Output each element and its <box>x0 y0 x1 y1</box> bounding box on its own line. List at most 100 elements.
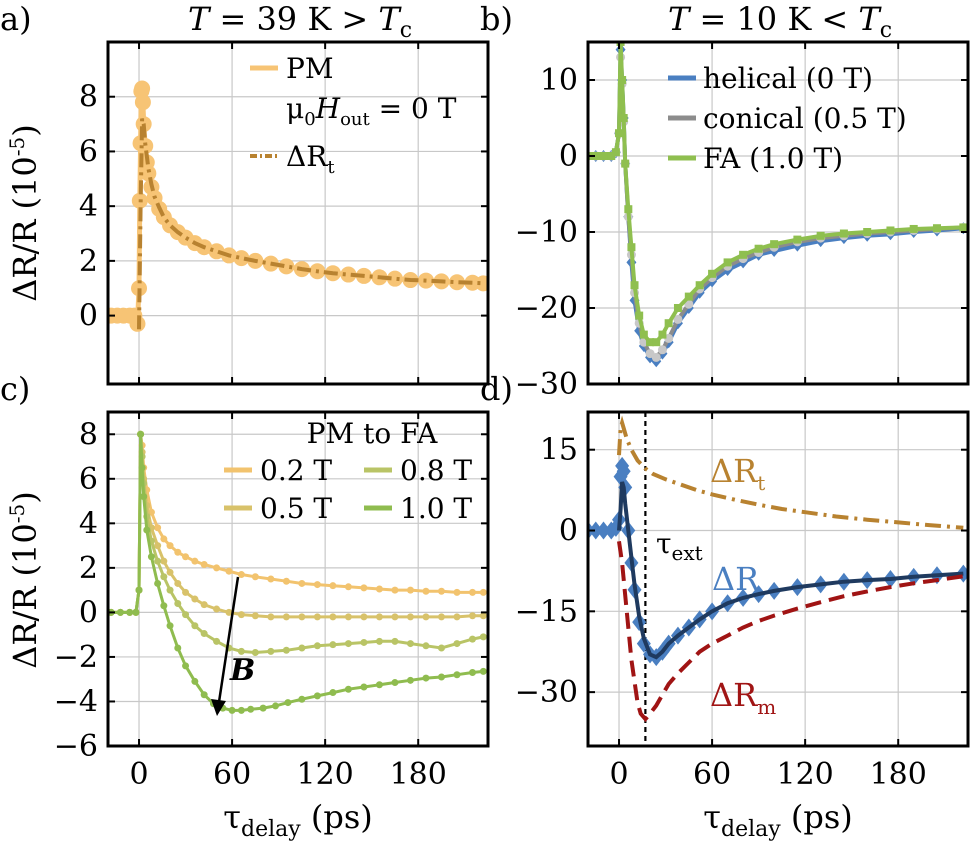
data-point <box>284 699 292 707</box>
x-tick-label: 0 <box>129 757 148 792</box>
legend-field-text-part: 0 <box>304 109 315 130</box>
data-point <box>166 568 174 576</box>
y-tick-label: 8 <box>79 417 98 452</box>
data-point <box>329 613 337 621</box>
label-drt-part: ΔR <box>710 452 758 490</box>
y-tick-label: 0 <box>559 139 578 174</box>
data-point <box>200 630 208 638</box>
data-point <box>272 702 280 710</box>
y-tick-label: 2 <box>79 551 98 586</box>
title-a-part: T <box>188 0 212 38</box>
y-tick-label: 4 <box>79 506 98 541</box>
x-axis-label-part: τ <box>223 798 241 836</box>
data-point <box>437 673 445 681</box>
y-tick-label: −15 <box>515 594 578 629</box>
data-point <box>160 602 168 610</box>
legend-field-text-part: μ <box>286 92 304 125</box>
data-point <box>479 667 487 675</box>
title-b: T = 10 K < Tc <box>668 0 892 43</box>
data-point <box>154 524 162 532</box>
data-point <box>134 80 151 97</box>
y-axis-label: ΔR/R (10-5) <box>5 124 44 301</box>
panel-label: d) <box>480 370 513 408</box>
data-point <box>360 584 368 592</box>
y-tick-label: 0 <box>559 514 578 549</box>
field-arrow-label-part: B <box>229 653 255 688</box>
data-point <box>143 526 151 534</box>
data-point <box>213 605 221 613</box>
data-point <box>154 542 162 550</box>
data-point <box>298 644 306 652</box>
y-axis-label-part: ΔR/R (10 <box>6 523 44 668</box>
data-point <box>624 205 633 214</box>
data-point <box>839 229 848 238</box>
legend-field-text: μ0Hout = 0 T <box>286 92 457 130</box>
data-point <box>237 571 245 579</box>
data-point <box>611 148 620 157</box>
label-drm: ΔRm <box>710 676 776 719</box>
data-point <box>386 270 403 287</box>
tau-ext-label: τext <box>656 527 703 565</box>
data-point <box>468 669 476 677</box>
data-point <box>344 640 352 648</box>
data-point <box>437 644 445 652</box>
data-point <box>684 292 693 301</box>
panel-label: a) <box>0 0 32 38</box>
legend-drt-text-part: t <box>327 157 335 178</box>
series--r-fit-line <box>617 481 964 660</box>
data-point <box>652 338 661 347</box>
data-point <box>116 608 124 616</box>
data-point <box>135 586 143 594</box>
y-tick-label: 15 <box>540 433 578 468</box>
legend-c-text: 0.2 T <box>260 454 332 487</box>
data-point <box>391 637 399 645</box>
y-tick-label: −10 <box>515 215 578 250</box>
title-a-part: T <box>378 0 402 38</box>
title-a-part: = 39 K > <box>209 0 378 38</box>
data-point <box>618 76 627 84</box>
data-point <box>340 266 357 283</box>
data-point <box>422 613 430 621</box>
data-point <box>639 330 648 339</box>
data-point <box>213 637 221 645</box>
data-point <box>863 228 872 236</box>
data-point <box>599 152 608 160</box>
data-point <box>754 244 763 253</box>
legend-c-text: 0.5 T <box>260 492 332 525</box>
data-point <box>182 662 190 670</box>
x-axis-label-part: τ <box>703 798 721 836</box>
panel-3: −6 −4 −2 0 2 4 6 8 0 60 120 180 τdelay (ps) c) <box>0 370 490 842</box>
data-point <box>313 581 321 589</box>
data-point <box>391 679 399 687</box>
data-point <box>237 611 245 619</box>
data-point <box>959 223 968 232</box>
plot-area <box>108 430 487 714</box>
field-arrow-label: B <box>229 653 255 688</box>
data-point <box>233 250 250 267</box>
x-tick-label: 60 <box>693 757 731 792</box>
label-drt-part: t <box>757 471 765 495</box>
data-point <box>237 647 245 655</box>
y-axis-label-part: ΔR/R (10 <box>6 156 44 301</box>
data-point <box>651 352 661 362</box>
data-point <box>282 577 290 585</box>
data-point <box>344 613 352 621</box>
data-point <box>468 635 476 643</box>
data-point <box>658 330 667 339</box>
series--rt-line <box>617 415 964 530</box>
data-point <box>453 671 461 679</box>
legend-field-text-part: out <box>340 109 370 130</box>
legend-field-text-part: H <box>315 92 341 125</box>
field-arrow-shaft <box>217 576 240 703</box>
y-tick-label: −20 <box>515 291 578 326</box>
data-point <box>816 231 825 240</box>
x-axis-label-part: delay <box>241 817 301 842</box>
y-tick-label: −30 <box>515 675 578 710</box>
data-point <box>237 706 245 714</box>
legend-pm-text: PM <box>286 52 334 85</box>
data-point <box>174 644 182 652</box>
data-point <box>200 601 208 609</box>
legend-c-text: 0.8 T <box>400 454 472 487</box>
